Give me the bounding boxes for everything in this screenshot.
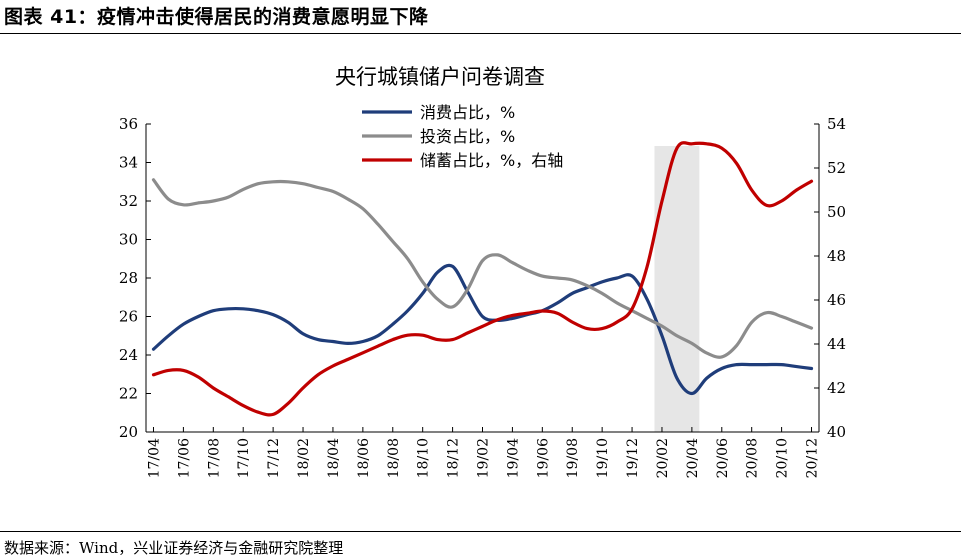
savings-series-line: [151, 141, 814, 417]
legend-investment-label: 投资占比，%: [420, 127, 515, 146]
figure-title: 图表 41：疫情冲击使得居民的消费意愿明显下降: [4, 6, 429, 28]
y-left-tick-label: 34: [119, 154, 138, 172]
investment-series-line: [151, 178, 814, 359]
y-left-tick-label: 22: [119, 385, 138, 403]
legend-consumption-label: 消费占比，%: [420, 103, 515, 122]
x-tick-label: 19/10: [595, 438, 611, 478]
chart-title: 央行城镇储户问卷调查: [335, 65, 545, 89]
y-right-tick-label: 48: [827, 247, 846, 265]
y-left-tick-label: 24: [119, 346, 138, 364]
x-tick-label: 18/10: [416, 438, 432, 478]
x-tick-label: 18/04: [326, 438, 342, 478]
y-left-tick-label: 26: [119, 308, 138, 326]
y-left-tick-label: 20: [119, 423, 138, 441]
y-right-tick-label: 40: [827, 423, 846, 441]
bottom-rule: [0, 531, 961, 532]
x-tick-label: 20/04: [685, 438, 701, 478]
consumption-series-line: [151, 263, 814, 396]
x-tick-label: 19/08: [565, 438, 581, 478]
y-right-tick-label: 46: [827, 291, 846, 309]
y-right-tick-label: 54: [827, 115, 846, 133]
y-right-tick-label: 44: [827, 335, 846, 353]
y-right-tick-label: 50: [827, 203, 846, 221]
y-left-tick-label: 28: [119, 269, 138, 287]
top-rule: [0, 33, 961, 34]
x-tick-label: 18/06: [356, 438, 372, 478]
axes: 20 22 24 26 28 30 32 34 36 40 42 44 46 48 50 52 54 17/04 1…: [119, 115, 846, 478]
y-left-tick-label: 30: [119, 231, 138, 249]
x-tick-label: 20/06: [715, 438, 731, 478]
shaded-region-layer: [654, 146, 700, 432]
x-tick-label: 20/10: [775, 438, 791, 478]
x-tick-label: 17/04: [146, 438, 162, 478]
y-right-tick-label: 52: [827, 159, 846, 177]
x-tick-label: 17/12: [266, 438, 282, 478]
legend-savings-label: 储蓄占比，%，右轴: [420, 151, 563, 170]
x-tick-label: 20/08: [745, 438, 761, 478]
x-tick-label: 17/08: [206, 438, 222, 478]
legend: 消费占比，% 投资占比，% 储蓄占比，%，右轴: [362, 103, 563, 170]
x-tick-label: 19/04: [505, 438, 521, 478]
x-tick-label: 20/12: [805, 438, 821, 478]
y-left-tick-label: 36: [119, 115, 138, 133]
source-note: 数据来源：Wind，兴业证券经济与金融研究院整理: [4, 539, 344, 557]
series-lines: [151, 141, 814, 417]
x-tick-label: 18/12: [446, 438, 462, 478]
x-tick-label: 19/06: [535, 438, 551, 478]
x-tick-label: 19/02: [476, 438, 492, 478]
x-tick-label: 18/02: [296, 438, 312, 478]
x-tick-label: 20/02: [655, 438, 671, 478]
x-tick-label: 17/06: [176, 438, 192, 478]
x-tick-label: 18/08: [386, 438, 402, 478]
x-tick-label: 19/12: [625, 438, 641, 478]
y-left-tick-label: 32: [119, 192, 138, 210]
shaded-period: [654, 146, 700, 432]
x-tick-label: 17/10: [236, 438, 252, 478]
y-right-tick-label: 42: [827, 379, 846, 397]
